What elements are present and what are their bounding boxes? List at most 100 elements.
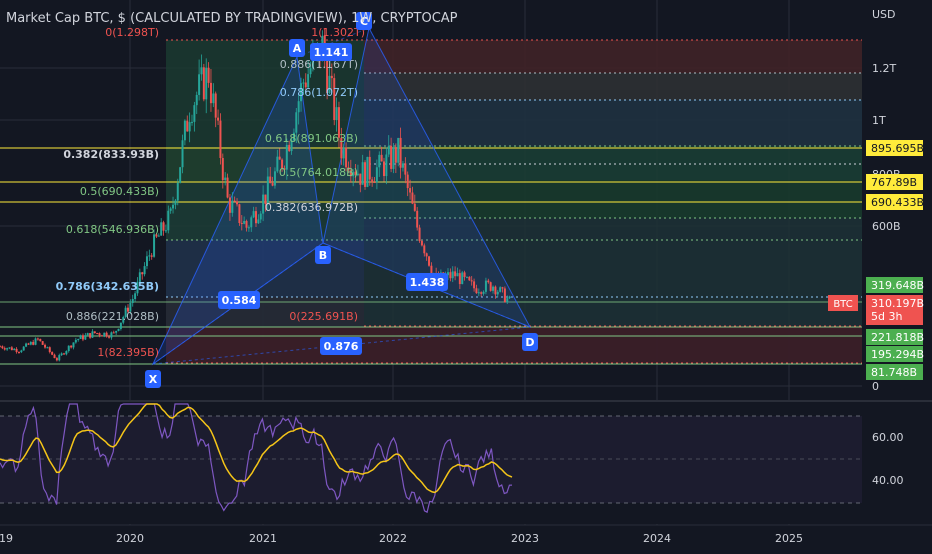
candle-body [160, 222, 163, 236]
candle-body [100, 335, 103, 337]
candle-body [127, 307, 129, 312]
candle-body [475, 288, 478, 294]
candle-body [264, 194, 267, 204]
candle-body [186, 120, 189, 132]
ratio-badges: 1.141 0.584 1.438 0.876 [218, 43, 448, 355]
candle-body [193, 105, 196, 122]
candle-body [259, 213, 262, 220]
candle-body [255, 211, 257, 224]
candle-body [53, 354, 56, 359]
price-badge: 319.648B [866, 277, 924, 293]
time-axis[interactable]: 19 2020 2021 2022 2023 2024 2025 [0, 532, 803, 545]
candle-body [10, 347, 13, 351]
symbol-badge-label: BTC [833, 299, 852, 310]
candle-body [292, 132, 295, 141]
candle-body [276, 156, 279, 172]
candle-body [397, 137, 400, 163]
candle-body [44, 344, 47, 348]
candle-body [288, 144, 291, 152]
candle-body [209, 82, 212, 104]
rsi-pane[interactable] [0, 402, 862, 524]
candle-body [404, 163, 407, 175]
price-badge-label: 767.89B [871, 176, 917, 189]
candle-body [214, 93, 217, 118]
candle-body [352, 171, 355, 177]
price-badge: 767.89B [866, 174, 923, 190]
candle-body [136, 281, 139, 294]
candle-body [501, 287, 504, 289]
price-tick: 1.2T [872, 62, 896, 75]
price-tick: 0 [872, 380, 879, 393]
candle-body [191, 121, 193, 123]
point-b-marker: B [315, 246, 331, 264]
price-badges: 895.695B 767.89B 690.433B 319.648B 310.1… [866, 140, 924, 380]
candle-body [380, 154, 383, 162]
ratio-badge-xd: 0.876 [320, 337, 362, 355]
rsi-tick: 40.00 [872, 474, 904, 487]
ratio-badge-xb: 0.584 [218, 291, 260, 309]
point-d-label: D [525, 336, 534, 349]
candle-body [297, 101, 300, 113]
candle-body [167, 210, 170, 231]
candle-body [198, 74, 201, 95]
candle-body [48, 347, 51, 353]
candle-body [36, 338, 39, 340]
candle-body [371, 179, 374, 183]
candle-body [430, 265, 433, 274]
candle-body [257, 219, 260, 224]
horizontal-levels [0, 147, 862, 365]
candle-body [508, 296, 511, 299]
candle-body [461, 272, 464, 285]
candle-body [368, 156, 371, 180]
candle-body [60, 353, 63, 356]
point-a-label: A [293, 42, 302, 55]
candle-body [81, 335, 84, 340]
candle-body [359, 173, 362, 185]
rsi-tick: 60.00 [872, 431, 904, 444]
candle-body [399, 137, 402, 168]
candle-body [98, 333, 101, 336]
candle-body [300, 83, 303, 102]
candle-body [465, 276, 468, 278]
candle-body [454, 271, 457, 277]
candle-body [219, 120, 222, 159]
candle-body [458, 273, 461, 285]
candle-body [390, 145, 393, 169]
candle-body [72, 342, 75, 348]
candle-body [3, 348, 6, 350]
candle-body [145, 256, 148, 267]
candle-body [67, 345, 70, 351]
price-badge-label: 195.294B [871, 348, 924, 361]
candle-body [233, 200, 236, 202]
candle-body [328, 75, 331, 94]
rsi-line [0, 403, 513, 514]
candle-body [240, 223, 243, 225]
candle-body [51, 352, 54, 355]
chart-title[interactable]: Market Cap BTC, $ (CALCULATED BY TRADING… [6, 11, 458, 26]
fib-zone-right [364, 40, 862, 363]
candle-body [243, 220, 246, 224]
candle-body [340, 137, 343, 159]
candle-body [217, 117, 220, 121]
candle-body [449, 272, 452, 279]
fib-right-label: 0.618(891.063B) [265, 132, 358, 145]
fib-left-label: 0.886(221.028B) [66, 310, 159, 323]
candle-body [356, 173, 359, 176]
fib-left-label: 0.618(546.936B) [66, 223, 159, 236]
candle-body [247, 227, 250, 229]
candle-body [428, 256, 431, 266]
candle-body [468, 276, 471, 281]
ratio-badge-bd: 1.438 [406, 273, 448, 291]
point-x-label: X [149, 373, 158, 386]
candle-body [295, 112, 298, 133]
price-badge: 221.818B [866, 329, 924, 345]
candle-body [32, 341, 35, 345]
time-tick: 2022 [379, 532, 407, 545]
candle-body [238, 204, 241, 224]
candle-body [383, 161, 385, 177]
candle-body [110, 332, 113, 338]
candle-body [425, 253, 428, 257]
candle-body [41, 341, 44, 345]
